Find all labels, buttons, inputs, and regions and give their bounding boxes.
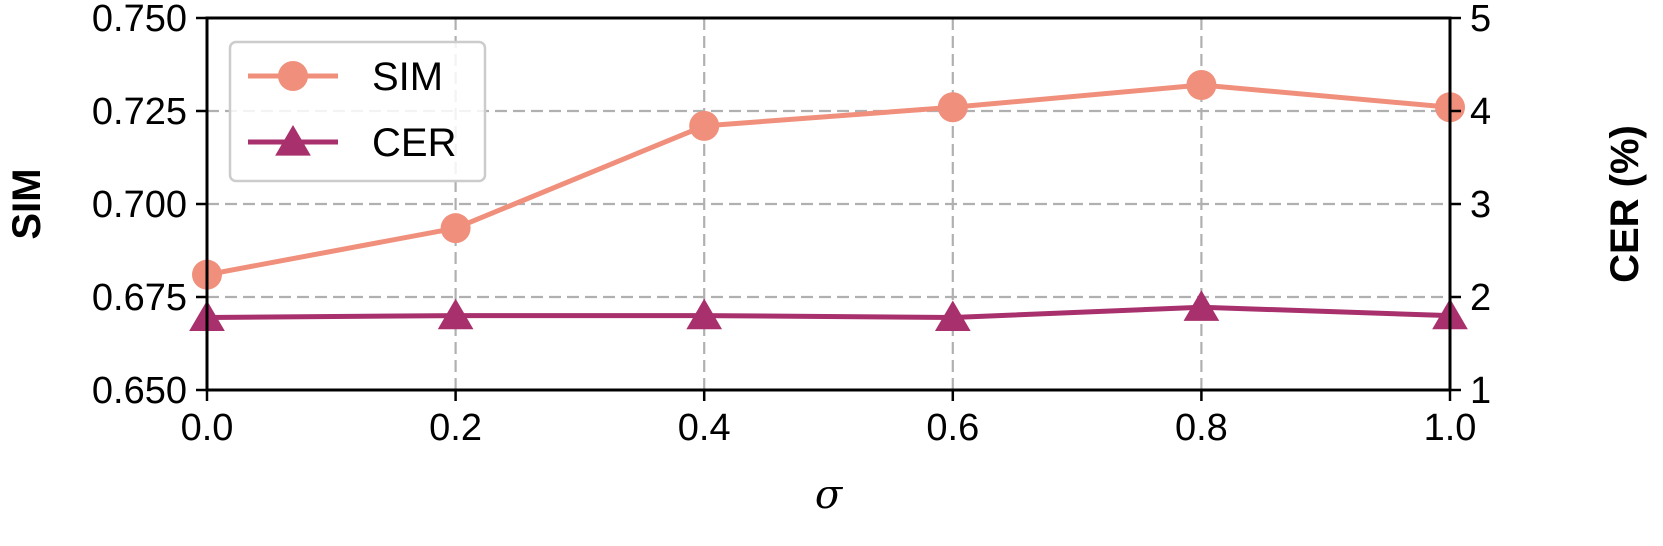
data-point-sim bbox=[1186, 69, 1217, 100]
right-tick-label: 3 bbox=[1470, 184, 1491, 226]
data-point-cer bbox=[686, 298, 723, 330]
data-point-cer bbox=[934, 300, 971, 332]
legend-entry-sim: SIM bbox=[248, 55, 443, 99]
legend-label: SIM bbox=[372, 55, 443, 99]
left-tick-label: 0.650 bbox=[92, 370, 187, 412]
legend-marker bbox=[278, 61, 308, 91]
data-point-cer bbox=[437, 298, 474, 330]
series-line-cer bbox=[206, 304, 1451, 320]
legend-label: CER bbox=[372, 121, 456, 165]
x-axis-title: σ bbox=[815, 472, 844, 518]
legend-entry-cer: CER bbox=[248, 121, 456, 165]
left-tick-label: 0.725 bbox=[92, 91, 187, 133]
data-point-sim bbox=[689, 110, 720, 141]
right-tick-label: 1 bbox=[1470, 370, 1491, 412]
x-tick-label: 0.0 bbox=[181, 407, 234, 449]
data-point-sim bbox=[440, 213, 471, 244]
x-tick-label: 1.0 bbox=[1424, 407, 1477, 449]
left-axis-title: SIM bbox=[5, 168, 49, 239]
series-cer bbox=[189, 290, 1468, 332]
left-tick-label: 0.700 bbox=[92, 184, 187, 226]
x-tick-label: 0.8 bbox=[1175, 407, 1228, 449]
legend: SIM CER bbox=[228, 40, 487, 183]
right-axis-title: CER (%) bbox=[1603, 125, 1647, 283]
axes-layer: 0.0 0.2 0.4 0.6 0.8 1.0 0.650 0.675 0.700 0.725 0.… bbox=[92, 0, 1491, 449]
data-point-cer bbox=[1183, 290, 1220, 321]
left-tick-label: 0.750 bbox=[92, 0, 187, 40]
x-tick-label: 0.4 bbox=[678, 407, 731, 449]
right-tick-label: 5 bbox=[1470, 0, 1491, 40]
legend-marker bbox=[275, 125, 311, 156]
x-tick-label: 0.6 bbox=[926, 407, 979, 449]
left-tick-label: 0.675 bbox=[92, 277, 187, 319]
series-layer bbox=[189, 69, 1468, 332]
right-tick-label: 4 bbox=[1470, 91, 1491, 133]
right-tick-label: 2 bbox=[1470, 277, 1491, 319]
x-tick-label: 0.2 bbox=[429, 407, 482, 449]
data-point-sim bbox=[937, 92, 968, 123]
legend-items: SIM CER bbox=[248, 55, 456, 165]
series-line-sim bbox=[206, 82, 1451, 278]
